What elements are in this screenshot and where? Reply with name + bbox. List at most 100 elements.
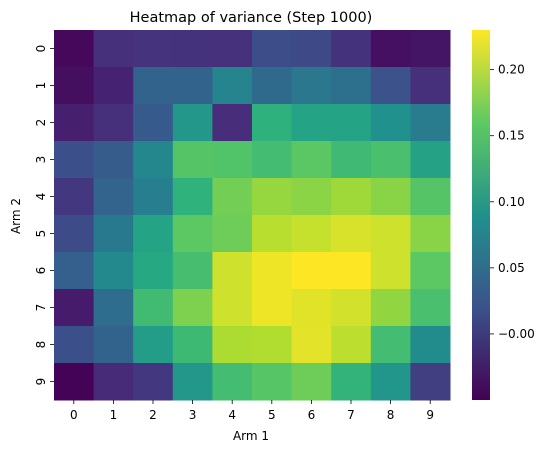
- colorbar-ticks: −0.00 0.05 0.10 0.15 0.20: [490, 63, 535, 341]
- heatmap-cell: [252, 363, 293, 401]
- heatmap-cell: [133, 67, 174, 105]
- heatmap-cell: [172, 326, 213, 364]
- heatmap-cell: [331, 178, 372, 216]
- x-tick-label: 0: [70, 408, 78, 422]
- heatmap-cell: [212, 289, 253, 327]
- heatmap-cell: [410, 30, 451, 68]
- heatmap-cell: [291, 215, 332, 253]
- heatmap-cell: [93, 363, 134, 401]
- heatmap-cell: [410, 141, 451, 179]
- x-tick-label: 3: [189, 408, 197, 422]
- x-tick-label: 5: [268, 408, 276, 422]
- heatmap-cell: [54, 363, 95, 401]
- heatmap-cell: [93, 252, 134, 290]
- heatmap-cell: [172, 104, 213, 142]
- heatmap-cell: [93, 215, 134, 253]
- y-tick-label: 8: [34, 341, 48, 349]
- heatmap-cells: [54, 30, 451, 401]
- heatmap-cell: [410, 215, 451, 253]
- heatmap-cell: [212, 104, 253, 142]
- heatmap-cell: [410, 178, 451, 216]
- y-tick-label: 1: [34, 82, 48, 90]
- chart-title: Heatmap of variance (Step 1000): [130, 10, 373, 26]
- heatmap-cell: [212, 326, 253, 364]
- x-tick-label: 1: [110, 408, 118, 422]
- x-axis-ticks: 0 1 2 3 4 5 6 7 8 9: [70, 400, 434, 422]
- heatmap-cell: [252, 30, 293, 68]
- heatmap-cell: [93, 30, 134, 68]
- heatmap-cell: [133, 289, 174, 327]
- y-tick-label: 5: [34, 230, 48, 238]
- heatmap-cell: [410, 67, 451, 105]
- heatmap-cell: [54, 67, 95, 105]
- x-tick-label: 2: [149, 408, 157, 422]
- heatmap-cell: [93, 141, 134, 179]
- heatmap-cell: [410, 104, 451, 142]
- heatmap-cell: [370, 30, 411, 68]
- heatmap-cell: [133, 178, 174, 216]
- heatmap-cell: [331, 252, 372, 290]
- heatmap-cell: [370, 67, 411, 105]
- heatmap-cell: [212, 141, 253, 179]
- heatmap-cell: [212, 30, 253, 68]
- heatmap-cell: [133, 30, 174, 68]
- heatmap-cell: [172, 67, 213, 105]
- heatmap-cell: [370, 252, 411, 290]
- heatmap-cell: [331, 215, 372, 253]
- colorbar-tick-label: −0.00: [498, 327, 535, 341]
- heatmap-cell: [93, 67, 134, 105]
- heatmap-cell: [370, 104, 411, 142]
- heatmap-cell: [370, 215, 411, 253]
- heatmap-cell: [410, 326, 451, 364]
- heatmap-cell: [331, 141, 372, 179]
- heatmap-cell: [54, 141, 95, 179]
- heatmap-cell: [410, 289, 451, 327]
- heatmap-cell: [172, 178, 213, 216]
- heatmap-cell: [133, 326, 174, 364]
- heatmap-cell: [133, 141, 174, 179]
- heatmap-cell: [212, 67, 253, 105]
- heatmap-cell: [410, 252, 451, 290]
- heatmap-cell: [172, 289, 213, 327]
- heatmap-cell: [291, 30, 332, 68]
- heatmap-cell: [331, 289, 372, 327]
- heatmap-cell: [252, 104, 293, 142]
- heatmap-cell: [93, 289, 134, 327]
- y-tick-label: 0: [34, 45, 48, 53]
- heatmap-cell: [252, 178, 293, 216]
- heatmap-cell: [410, 363, 451, 401]
- y-tick-label: 9: [34, 378, 48, 386]
- heatmap-cell: [172, 252, 213, 290]
- heatmap-cell: [331, 30, 372, 68]
- heatmap-cell: [331, 104, 372, 142]
- heatmap-cell: [212, 363, 253, 401]
- heatmap-cell: [291, 141, 332, 179]
- heatmap-cell: [54, 252, 95, 290]
- heatmap-cell: [252, 215, 293, 253]
- heatmap-cell: [54, 326, 95, 364]
- heatmap-cell: [172, 363, 213, 401]
- heatmap-cell: [370, 363, 411, 401]
- heatmap-cell: [252, 252, 293, 290]
- heatmap-cell: [172, 30, 213, 68]
- heatmap-cell: [291, 67, 332, 105]
- x-tick-label: 4: [228, 408, 236, 422]
- heatmap-cell: [370, 178, 411, 216]
- x-tick-label: 6: [308, 408, 316, 422]
- heatmap-cell: [331, 67, 372, 105]
- heatmap-cell: [133, 252, 174, 290]
- heatmap-cell: [54, 178, 95, 216]
- heatmap-cell: [370, 289, 411, 327]
- heatmap-cell: [370, 141, 411, 179]
- heatmap-cell: [172, 141, 213, 179]
- heatmap-cell: [54, 104, 95, 142]
- heatmap-cell: [291, 289, 332, 327]
- heatmap-cell: [252, 289, 293, 327]
- heatmap-cell: [252, 326, 293, 364]
- heatmap-cell: [93, 178, 134, 216]
- colorbar-tick-label: 0.15: [498, 129, 525, 143]
- heatmap-cell: [54, 289, 95, 327]
- colorbar: [472, 30, 490, 400]
- heatmap-cell: [93, 326, 134, 364]
